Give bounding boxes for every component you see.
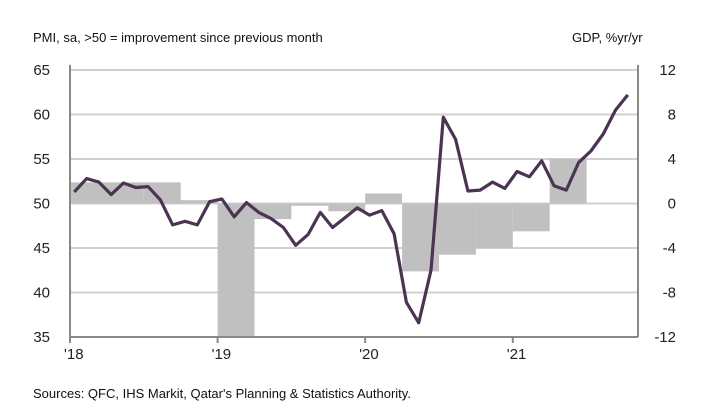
- x-tick-label: '20: [359, 346, 379, 363]
- left-tick-label: 60: [33, 107, 50, 124]
- pmi-line: [73, 93, 630, 325]
- gdp-bar: [180, 200, 218, 204]
- gdp-bar: [512, 203, 550, 232]
- left-tick-label: 35: [33, 329, 50, 346]
- x-tick-label: '21: [507, 346, 527, 363]
- gdp-bar: [439, 203, 476, 255]
- gdp-bar: [549, 159, 587, 204]
- left-tick-label: 40: [33, 285, 50, 302]
- gdp-bar: [475, 203, 513, 248]
- right-tick-label: -12: [654, 329, 676, 346]
- left-tick-label: 45: [33, 240, 50, 257]
- left-tick-label: 50: [33, 196, 50, 213]
- left-axis-title: PMI, sa, >50 = improvement since previou…: [33, 30, 323, 45]
- right-tick-label: 12: [659, 62, 676, 79]
- gdp-bar: [143, 182, 181, 204]
- source-note: Sources: QFC, IHS Markit, Qatar's Planni…: [33, 386, 411, 401]
- right-tick-label: 8: [668, 107, 676, 124]
- gdp-bar: [217, 203, 255, 337]
- right-tick-label: 0: [668, 196, 676, 213]
- right-tick-label: -8: [663, 285, 676, 302]
- left-tick-label: 55: [33, 151, 50, 168]
- gdp-bar: [328, 203, 366, 212]
- right-tick-label: -4: [663, 240, 676, 257]
- x-tick-label: '18: [64, 346, 84, 363]
- gdp-bar: [365, 193, 403, 204]
- x-tick-label: '19: [212, 346, 232, 363]
- right-axis-title: GDP, %yr/yr: [572, 30, 643, 45]
- right-tick-label: 4: [668, 151, 676, 168]
- gdp-bar: [291, 203, 329, 206]
- left-tick-label: 65: [33, 62, 50, 79]
